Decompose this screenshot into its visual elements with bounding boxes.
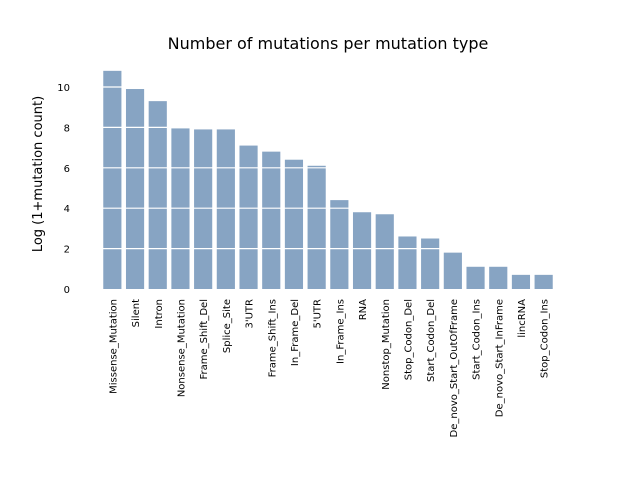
- bar-frame-shift-del: [194, 129, 213, 289]
- x-tick-label: De_novo_Start_OutOfFrame: [449, 299, 460, 437]
- bar-3-utr: [239, 145, 258, 289]
- x-tick-label: In_Frame_Del: [290, 299, 301, 366]
- chart-title: Number of mutations per mutation type: [168, 34, 489, 53]
- bar-frame-shift-ins: [262, 151, 281, 289]
- bar-in-frame-del: [284, 159, 304, 289]
- x-tick-label: Stop_Codon_Del: [403, 299, 414, 380]
- grid-lines: [101, 86, 555, 250]
- bars-group: [103, 70, 553, 290]
- x-tick-label: Start_Codon_Del: [426, 299, 437, 382]
- bar-silent: [125, 89, 145, 290]
- bar-start-codon-del: [421, 238, 440, 289]
- y-tick-label: 8: [64, 123, 70, 134]
- bar-intron: [148, 101, 167, 289]
- x-tick-label: De_novo_Start_InFrame: [494, 299, 505, 417]
- x-tick-label: Nonstop_Mutation: [381, 299, 392, 390]
- x-tick-label: RNA: [358, 299, 369, 320]
- x-tick-label: Stop_Codon_Ins: [540, 299, 551, 378]
- bar-de-novo-start-outofframe: [443, 252, 462, 289]
- x-tick-label: Missense_Mutation: [108, 299, 119, 394]
- y-tick-labels: 0 2 4 6 8 10: [57, 83, 70, 296]
- bar-nonstop-mutation: [375, 214, 394, 289]
- bar-lincrna: [511, 274, 531, 289]
- bar-missense-mutation: [103, 70, 122, 289]
- y-tick-label: 2: [64, 245, 70, 256]
- x-tick-label: Silent: [131, 299, 142, 327]
- x-tick-label: Nonsense_Mutation: [176, 299, 187, 397]
- x-tick-label: 5'UTR: [313, 299, 324, 329]
- x-tick-label: Intron: [154, 299, 165, 329]
- x-tick-label: In_Frame_Ins: [335, 299, 346, 364]
- bar-stop-codon-ins: [534, 274, 553, 289]
- bar-splice-site: [216, 129, 235, 289]
- bar-start-codon-ins: [466, 266, 485, 289]
- bar-5-utr: [307, 165, 326, 289]
- x-tick-label: Splice_Site: [222, 299, 233, 353]
- y-tick-label: 10: [57, 83, 70, 94]
- bar-de-novo-start-inframe: [489, 266, 508, 289]
- x-tick-label: 3'UTR: [245, 299, 256, 329]
- x-tick-label: Start_Codon_Ins: [472, 299, 483, 380]
- x-tick-label: lincRNA: [517, 299, 528, 338]
- y-axis-label: Log (1+mutation count): [31, 96, 46, 252]
- x-tick-labels: Missense_Mutation Silent Intron Nonsense_Mu…: [108, 299, 550, 438]
- x-tick-label: Frame_Shift_Del: [199, 299, 210, 380]
- y-tick-label: 6: [64, 164, 70, 175]
- bar-rna: [352, 212, 372, 289]
- y-tick-label: 0: [64, 285, 70, 296]
- bar-stop-codon-del: [398, 236, 417, 289]
- x-tick-label: Frame_Shift_Ins: [267, 299, 278, 377]
- y-tick-label: 4: [64, 204, 70, 215]
- bar-in-frame-ins: [330, 200, 349, 289]
